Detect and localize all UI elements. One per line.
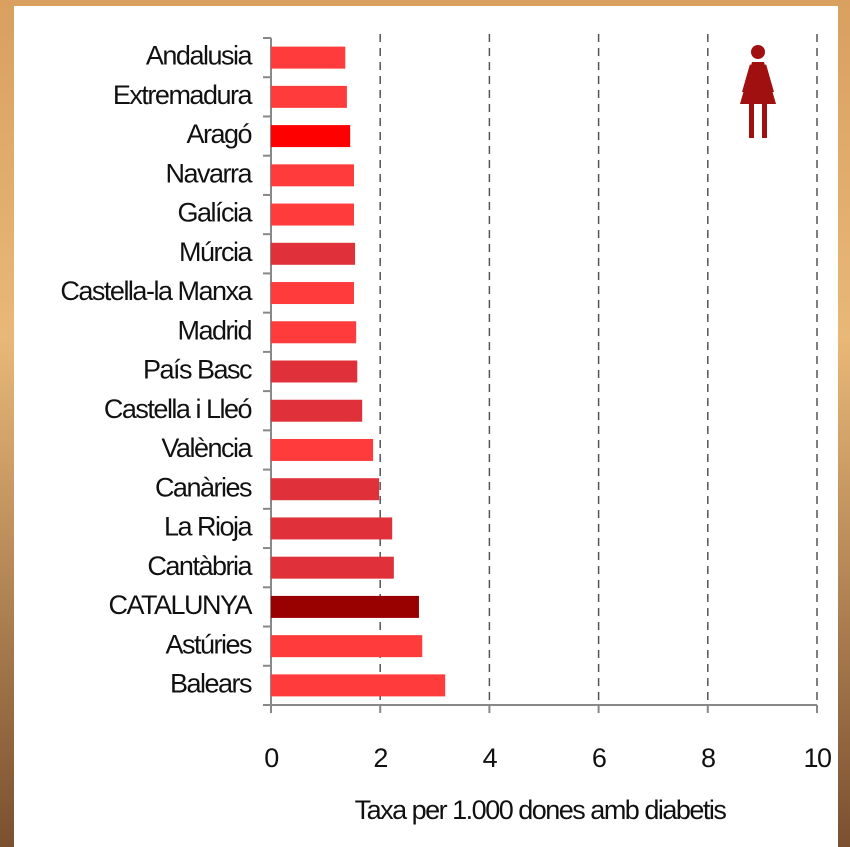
bar bbox=[271, 635, 423, 658]
bar bbox=[271, 242, 356, 265]
female-icon bbox=[740, 45, 776, 138]
x-tick-label: 8 bbox=[701, 743, 715, 773]
y-tick-label: Extremadura bbox=[113, 80, 254, 110]
y-tick-label: Madrid bbox=[177, 315, 251, 345]
bar bbox=[271, 125, 351, 148]
bar bbox=[271, 46, 346, 69]
bar bbox=[271, 517, 393, 540]
bar bbox=[271, 321, 357, 344]
y-tick-label: Cantàbria bbox=[147, 551, 253, 581]
x-tick-label: 0 bbox=[264, 743, 278, 773]
x-tick-label: 10 bbox=[803, 743, 831, 773]
y-tick-label: País Basc bbox=[143, 355, 252, 385]
bar bbox=[271, 164, 354, 187]
y-tick-label: Astúries bbox=[165, 629, 252, 659]
bar bbox=[271, 556, 394, 579]
y-tick-label: CATALUNYA bbox=[108, 590, 252, 620]
y-tick-label: Andalusia bbox=[146, 41, 254, 71]
x-axis-label: Taxa per 1.000 dones amb diabetis bbox=[355, 795, 727, 825]
y-tick-label: Múrcia bbox=[179, 237, 253, 267]
bar bbox=[271, 203, 354, 226]
x-tick-label: 4 bbox=[483, 743, 498, 773]
y-tick-label: Galícia bbox=[177, 198, 253, 228]
y-tick-label: Castella-la Manxa bbox=[60, 276, 253, 306]
y-tick-label: La Rioja bbox=[164, 512, 254, 542]
y-tick-label: Navarra bbox=[165, 158, 253, 188]
x-tick-label: 2 bbox=[373, 743, 387, 773]
y-tick-label: Aragó bbox=[186, 119, 251, 149]
bar bbox=[271, 478, 380, 501]
bar bbox=[271, 399, 363, 422]
y-tick-label: Balears bbox=[170, 669, 252, 699]
y-tick-label: Canàries bbox=[155, 472, 252, 502]
y-tick-label: Castella i Lleó bbox=[104, 394, 252, 424]
panel bbox=[14, 6, 838, 847]
bar bbox=[271, 360, 358, 383]
bar bbox=[271, 674, 446, 697]
y-tick-label: València bbox=[161, 433, 253, 463]
bar bbox=[271, 282, 354, 305]
bar bbox=[271, 595, 419, 618]
bar bbox=[271, 85, 347, 108]
x-tick-label: 6 bbox=[592, 743, 606, 773]
bar bbox=[271, 438, 374, 461]
